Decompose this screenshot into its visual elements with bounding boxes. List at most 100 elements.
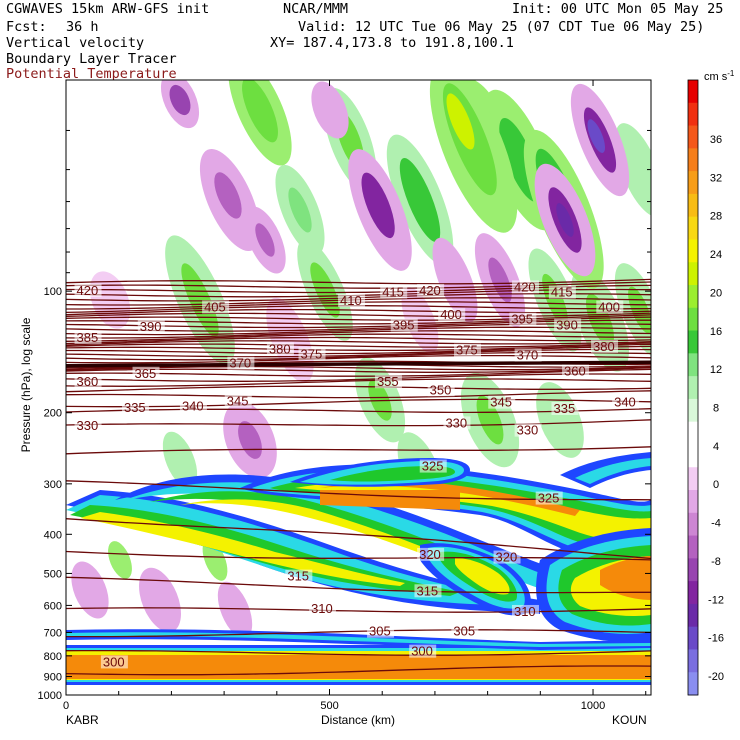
theta-label-backdrop [100,655,128,669]
colorbar-label: -8 [711,556,721,568]
theta-label-backdrop [374,375,402,389]
colorbar-label: -20 [708,671,724,683]
theta-label-backdrop [380,285,408,299]
colorbar-swatch [688,398,698,423]
colorbar-swatch [688,171,698,195]
colorbar-swatch [688,626,698,650]
theta-label-backdrop [551,401,579,415]
colorbar-label: 20 [710,287,722,299]
theta-contour-line [66,351,651,361]
theta-label-backdrop [74,418,102,432]
x-endpoint-end: KOUN [612,713,647,727]
field-vertical-velocity: Vertical velocity [6,35,145,51]
theta-label-backdrop [419,459,447,473]
y-tick-label: 400 [44,529,62,541]
y-tick-label: 800 [44,651,62,663]
colorbar-swatch [688,80,698,104]
theta-label-backdrop [612,395,640,409]
theta-label: 340 [182,398,204,413]
y-axis-label: Pressure (hPa), log scale [19,317,33,452]
x-axis: 0 500 1000 [63,80,647,712]
y-tick-label: 1000 [38,690,62,702]
colorbar-swatch [688,444,698,468]
theta-contour-line [66,345,651,355]
colorbar-swatch [688,102,698,127]
theta-label-backdrop [438,308,466,322]
theta-label-backdrop [227,356,255,370]
colorbar-swatch [688,353,698,377]
theta-label-backdrop [562,364,590,378]
theta-label: 390 [140,319,162,334]
colorbar-unit-exponent: -1 [727,69,735,78]
theta-label: 375 [301,346,323,361]
theta-label: 325 [538,491,560,506]
colorbar-label: 32 [710,172,722,184]
theta-label: 330 [517,423,539,438]
colorbar-swatch [688,193,698,218]
theta-label-backdrop [414,584,442,598]
theta-label-backdrop [121,401,149,415]
colorbar-label: 0 [713,479,719,491]
colorbar-swatch [688,421,698,445]
x-tick-label: 0 [63,700,69,712]
theta-label: 300 [411,644,433,659]
theta-label: 325 [422,459,444,474]
theta-contour-line [66,649,651,656]
theta-label-backdrop [514,423,542,437]
theta-label: 310 [514,604,536,619]
theta-label-backdrop [591,339,619,353]
theta-contour-line [66,446,651,455]
theta-contour-line [66,385,651,393]
theta-label: 305 [369,624,391,639]
theta-contour-line [66,308,651,316]
theta-label-backdrop [454,343,481,357]
y-axis: 100 200 300 400 500 600 700 800 900 1000 [38,79,651,702]
theta-label-backdrop [298,347,326,361]
theta-contour-line [66,373,651,382]
theta-label-backdrop [74,375,102,389]
tropopause-line [66,360,651,368]
field-potential-temperature: Potential Temperature [6,66,177,82]
theta-label: 345 [227,394,249,409]
colorbar-swatch [688,558,698,582]
y-tick-label: 600 [44,600,62,612]
theta-label: 370 [517,348,539,363]
theta-label: 365 [135,366,157,381]
theta-label-backdrop [417,283,445,297]
theta-contour-line [66,665,651,676]
theta-label-backdrop [443,416,471,430]
colorbar-swatch [688,285,698,309]
theta-label: 395 [511,312,533,327]
colorbar-swatch [688,307,698,332]
theta-label: 360 [77,374,99,389]
theta-contour-line [66,367,651,373]
theta-contour-line [66,340,651,346]
colorbar-label: 24 [710,249,722,261]
theta-contour-line [66,607,651,613]
theta-label: 335 [554,401,576,416]
theta-label-backdrop [548,285,576,299]
model-title: CGWAVES 15km ARW-GFS init [6,1,210,17]
theta-label-backdrop [493,550,521,564]
theta-label: 395 [393,317,415,332]
theta-contour-line [66,550,651,561]
theta-contour-line [66,378,651,387]
plot-frame [65,79,652,696]
colorbar-label: 16 [710,326,722,338]
colorbar-swatch [688,512,698,537]
theta-label: 420 [77,283,99,298]
theta-label-layer: 420 420 420 415 415 410 405 400 400 395 395 390 390 3… [74,279,640,669]
forecast-label: Fcst: [6,19,47,35]
colorbar-label: 12 [710,364,722,376]
theta-label: 300 [103,654,125,669]
init-time: Init: 00 UTC Mon 05 May 25 [512,1,724,17]
theta-contour-line [66,576,651,594]
theta-contour-line [66,314,651,321]
colorbar-swatch [688,216,698,240]
theta-contour-line [66,368,651,377]
theta-contour-line [66,518,651,560]
theta-label: 330 [77,418,99,433]
y-tick-label: 100 [44,286,62,298]
colorbar-swatch [688,672,698,696]
